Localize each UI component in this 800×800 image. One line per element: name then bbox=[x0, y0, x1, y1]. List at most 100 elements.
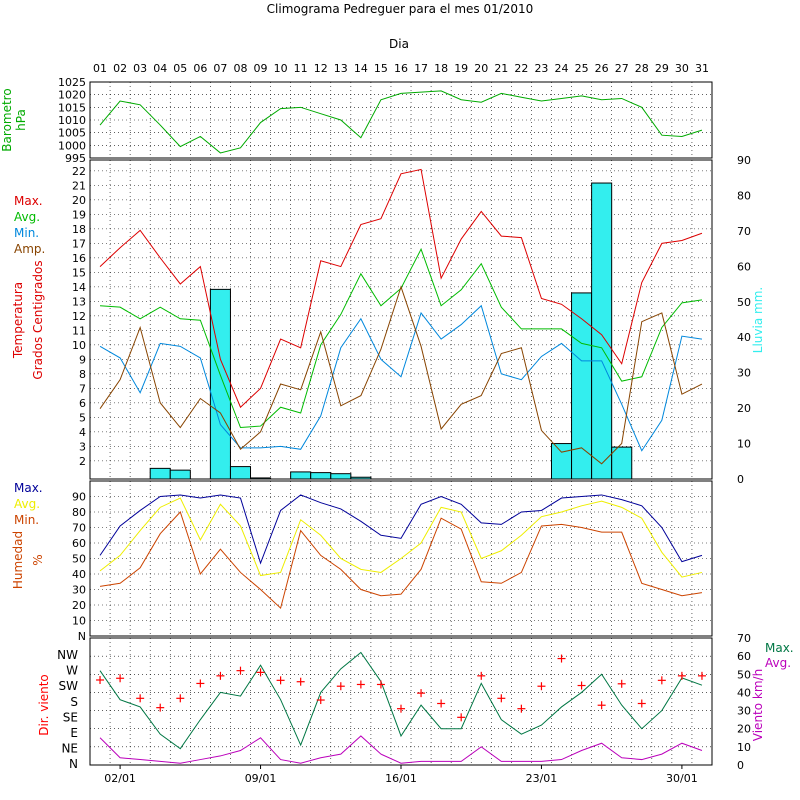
temp-tick-label: 10 bbox=[72, 339, 86, 352]
rain-bar bbox=[330, 473, 352, 480]
wind-speed-tick-label: 60 bbox=[737, 650, 751, 663]
hum-series-line bbox=[99, 511, 703, 610]
baro-tick-label: 1010 bbox=[58, 114, 86, 127]
day-tick-label: 27 bbox=[615, 62, 629, 75]
hum-tick-label: N bbox=[78, 630, 86, 643]
rain-tick-label: 20 bbox=[737, 402, 751, 415]
day-tick-label: 03 bbox=[133, 62, 147, 75]
temp-tick-label: 13 bbox=[72, 295, 86, 308]
rain-bar bbox=[591, 182, 613, 480]
wind-dir-marker bbox=[497, 694, 506, 703]
wind-dir-marker bbox=[457, 713, 466, 722]
wind-dir-tick-label: NE bbox=[61, 741, 78, 755]
baro-tick-label: 1000 bbox=[58, 139, 86, 152]
rain-bar bbox=[611, 446, 633, 480]
temp-tick-label: 4 bbox=[79, 426, 86, 439]
wind-dir-marker bbox=[657, 676, 666, 685]
rain-tick-label: 40 bbox=[737, 331, 751, 344]
bottom-tick-label: 09/01 bbox=[245, 772, 277, 785]
rain-tick-label: 50 bbox=[737, 296, 751, 309]
wind-dir-marker bbox=[156, 703, 165, 712]
wind-dir-marker bbox=[697, 671, 706, 680]
temp-tick-label: 2 bbox=[79, 455, 86, 468]
wind-dir-marker bbox=[116, 674, 125, 683]
wind-dir-marker bbox=[417, 689, 426, 698]
top-axis-label: Dia bbox=[389, 37, 409, 51]
hum-tick-label: 70 bbox=[72, 522, 86, 535]
temp-legend-label: Avg. bbox=[14, 210, 40, 224]
hum-series-line bbox=[99, 497, 703, 578]
wind-dir-marker bbox=[296, 677, 305, 686]
text-layer: 01 02 03 04 05 06 07 08 09 10 11 12 13 14 15 16 17 18 19 20… bbox=[0, 62, 794, 785]
hum-tick-label: 50 bbox=[72, 553, 86, 566]
day-tick-label: 04 bbox=[153, 62, 167, 75]
rain-bar bbox=[209, 288, 231, 480]
rain-bar bbox=[310, 472, 332, 480]
day-tick-label: 10 bbox=[274, 62, 288, 75]
wind-dir-marker bbox=[617, 679, 626, 688]
rain-axis-label: Lluvia mm. bbox=[751, 287, 765, 353]
day-tick-label: 16 bbox=[394, 62, 408, 75]
temp-tick-label: 6 bbox=[79, 397, 86, 410]
day-tick-label: 20 bbox=[474, 62, 488, 75]
temp-tick-label: 3 bbox=[79, 440, 86, 453]
day-tick-label: 19 bbox=[454, 62, 468, 75]
baro-tick-label: 1020 bbox=[58, 89, 86, 102]
wind-dir-marker bbox=[236, 666, 245, 675]
temp-tick-label: 5 bbox=[79, 411, 86, 424]
wind-dir-marker bbox=[537, 682, 546, 691]
day-tick-label: 22 bbox=[514, 62, 528, 75]
day-tick-label: 07 bbox=[213, 62, 227, 75]
temp-axis-unit: Grados Centigrados bbox=[31, 260, 45, 379]
baro-tick-label: 1005 bbox=[58, 127, 86, 140]
rain-tick-label: 10 bbox=[737, 438, 751, 451]
hum-axis-label: Humedad bbox=[11, 531, 25, 589]
temp-series-line bbox=[99, 285, 703, 465]
wind-dir-marker bbox=[677, 671, 686, 680]
hum-tick-label: 10 bbox=[72, 615, 86, 628]
frame-layer bbox=[89, 81, 713, 769]
baro-tick-label: 1025 bbox=[58, 76, 86, 89]
day-tick-label: 17 bbox=[414, 62, 428, 75]
hum-axis-unit: % bbox=[31, 554, 45, 565]
wind-dir-tick-label: E bbox=[70, 726, 78, 740]
wind-series-line bbox=[99, 735, 703, 764]
wind-dir-marker bbox=[216, 671, 225, 680]
day-tick-label: 02 bbox=[113, 62, 127, 75]
wind-dir-tick-label: SW bbox=[59, 679, 79, 693]
temp-series-line bbox=[99, 168, 703, 409]
rain-tick-label: 60 bbox=[737, 260, 751, 273]
wind-speed-tick-label: 50 bbox=[737, 668, 751, 681]
chart-title: Climograma Pedreguer para el mes 01/2010 bbox=[267, 2, 534, 16]
rain-bar bbox=[169, 469, 191, 480]
day-tick-label: 30 bbox=[675, 62, 689, 75]
temp-axis-label: Temperatura bbox=[11, 282, 25, 359]
panel-frame-wind bbox=[89, 637, 713, 766]
baro-series-line bbox=[99, 90, 703, 154]
wind-legend-label: Avg. bbox=[765, 656, 791, 670]
wind-legend-label: Max. bbox=[765, 641, 794, 655]
temp-tick-label: 17 bbox=[72, 237, 86, 250]
day-tick-label: 01 bbox=[93, 62, 107, 75]
wind-dir-tick-label: N bbox=[69, 757, 78, 771]
baro-tick-label: 995 bbox=[65, 152, 86, 165]
temp-tick-label: 19 bbox=[72, 208, 86, 221]
panel-frame-temp bbox=[89, 159, 713, 480]
wind-dir-tick-label: NW bbox=[57, 648, 78, 662]
wind-speed-tick-label: 10 bbox=[737, 741, 751, 754]
bottom-tick-label: 02/01 bbox=[104, 772, 136, 785]
bottom-tick-label: 23/01 bbox=[526, 772, 558, 785]
wind-dir-marker bbox=[437, 699, 446, 708]
wind-series-line bbox=[99, 651, 703, 750]
data-layer bbox=[96, 90, 706, 764]
wind-dir-marker bbox=[276, 676, 285, 685]
baro-axis-unit: hPa bbox=[14, 109, 28, 131]
wind-dir-marker bbox=[517, 704, 526, 713]
wind-dir-marker bbox=[176, 694, 185, 703]
wind-dir-marker bbox=[336, 682, 345, 691]
wind-dir-marker bbox=[637, 699, 646, 708]
temp-tick-label: 12 bbox=[72, 310, 86, 323]
day-tick-label: 11 bbox=[294, 62, 308, 75]
day-tick-label: 05 bbox=[173, 62, 187, 75]
bottom-tick-label: 16/01 bbox=[385, 772, 417, 785]
